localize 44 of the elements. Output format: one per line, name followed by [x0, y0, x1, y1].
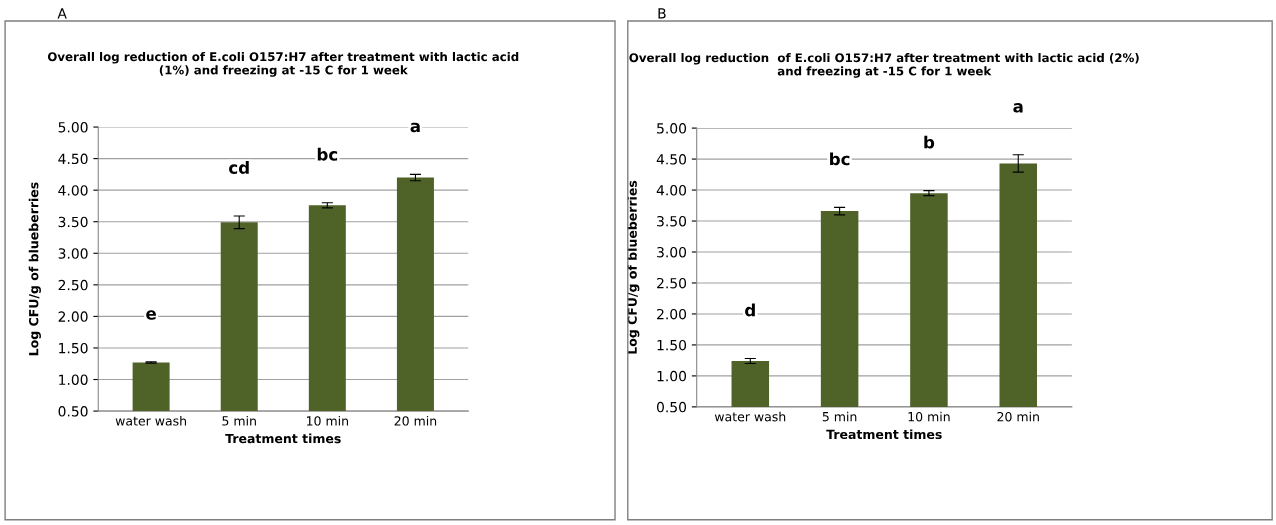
y-tick-label: 1.50: [59, 342, 88, 354]
x-axis-title: Treatment times: [826, 429, 942, 440]
text: a: [1013, 103, 1023, 113]
y-tick-label: 1.50: [657, 339, 687, 351]
annotation: cd: [229, 161, 249, 174]
chart-title: Overall log reduction of E.coli O157:H7 after treatment with lactic acid (2%) and freezing at -15 C for 1 week: [629, 53, 1139, 78]
x-axis-title: Treatment times: [225, 433, 341, 444]
x-tick-label: 10 min: [908, 411, 950, 422]
annotation: b: [924, 135, 935, 149]
text: B: [658, 8, 666, 19]
x-tick-label: 20 min: [997, 411, 1039, 422]
y-tick-label: 2.00: [58, 311, 88, 322]
x-tick-label: 10 min: [306, 415, 348, 426]
x-tick-label: 5 min: [222, 415, 256, 426]
y-tick-label: 0.50: [656, 401, 687, 413]
y-tick-label: 0.50: [58, 406, 88, 417]
x-tick-label: water wash: [714, 411, 786, 422]
y-tick-label: 5.00: [657, 123, 687, 134]
chart-title: Overall log reduction of E.coli O157:H7 after treatment with lactic acid (1%) and freezing at -15 C for 1 week: [47, 51, 519, 77]
y-tick-label: 3.00: [58, 248, 88, 259]
y-tick-label: 4.00: [58, 185, 88, 196]
annotation: d: [745, 303, 755, 317]
y-tick-label: 1.00: [657, 370, 687, 382]
y-tick-label: 2.50: [657, 277, 687, 289]
x-tick-label: water wash: [115, 415, 187, 426]
y-tick-label: 4.50: [58, 153, 88, 165]
y-tick-label: 2.50: [58, 279, 88, 291]
text: A: [57, 8, 67, 19]
y-tick-label: 3.00: [657, 246, 687, 258]
x-tick-label: 20 min: [394, 415, 437, 426]
x-tick-label: 5 min: [822, 411, 857, 422]
y-tick-label: 3.50: [58, 216, 88, 228]
y-axis-title: Log CFU/g of blueberries: [28, 182, 41, 356]
annotation: e: [146, 310, 156, 320]
y-tick-label: 2.00: [657, 308, 687, 320]
y-tick-label: 1.00: [59, 374, 88, 385]
annotation: bc: [317, 147, 338, 161]
y-tick-label: 4.00: [656, 185, 687, 196]
y-tick-label: 4.50: [656, 154, 687, 165]
annotation: a: [410, 122, 420, 133]
annotation: bc: [830, 152, 850, 166]
y-tick-label: 3.50: [657, 215, 687, 227]
y-tick-label: 5.00: [58, 122, 88, 133]
y-axis-title: Log CFU/g of blueberries: [627, 180, 640, 354]
